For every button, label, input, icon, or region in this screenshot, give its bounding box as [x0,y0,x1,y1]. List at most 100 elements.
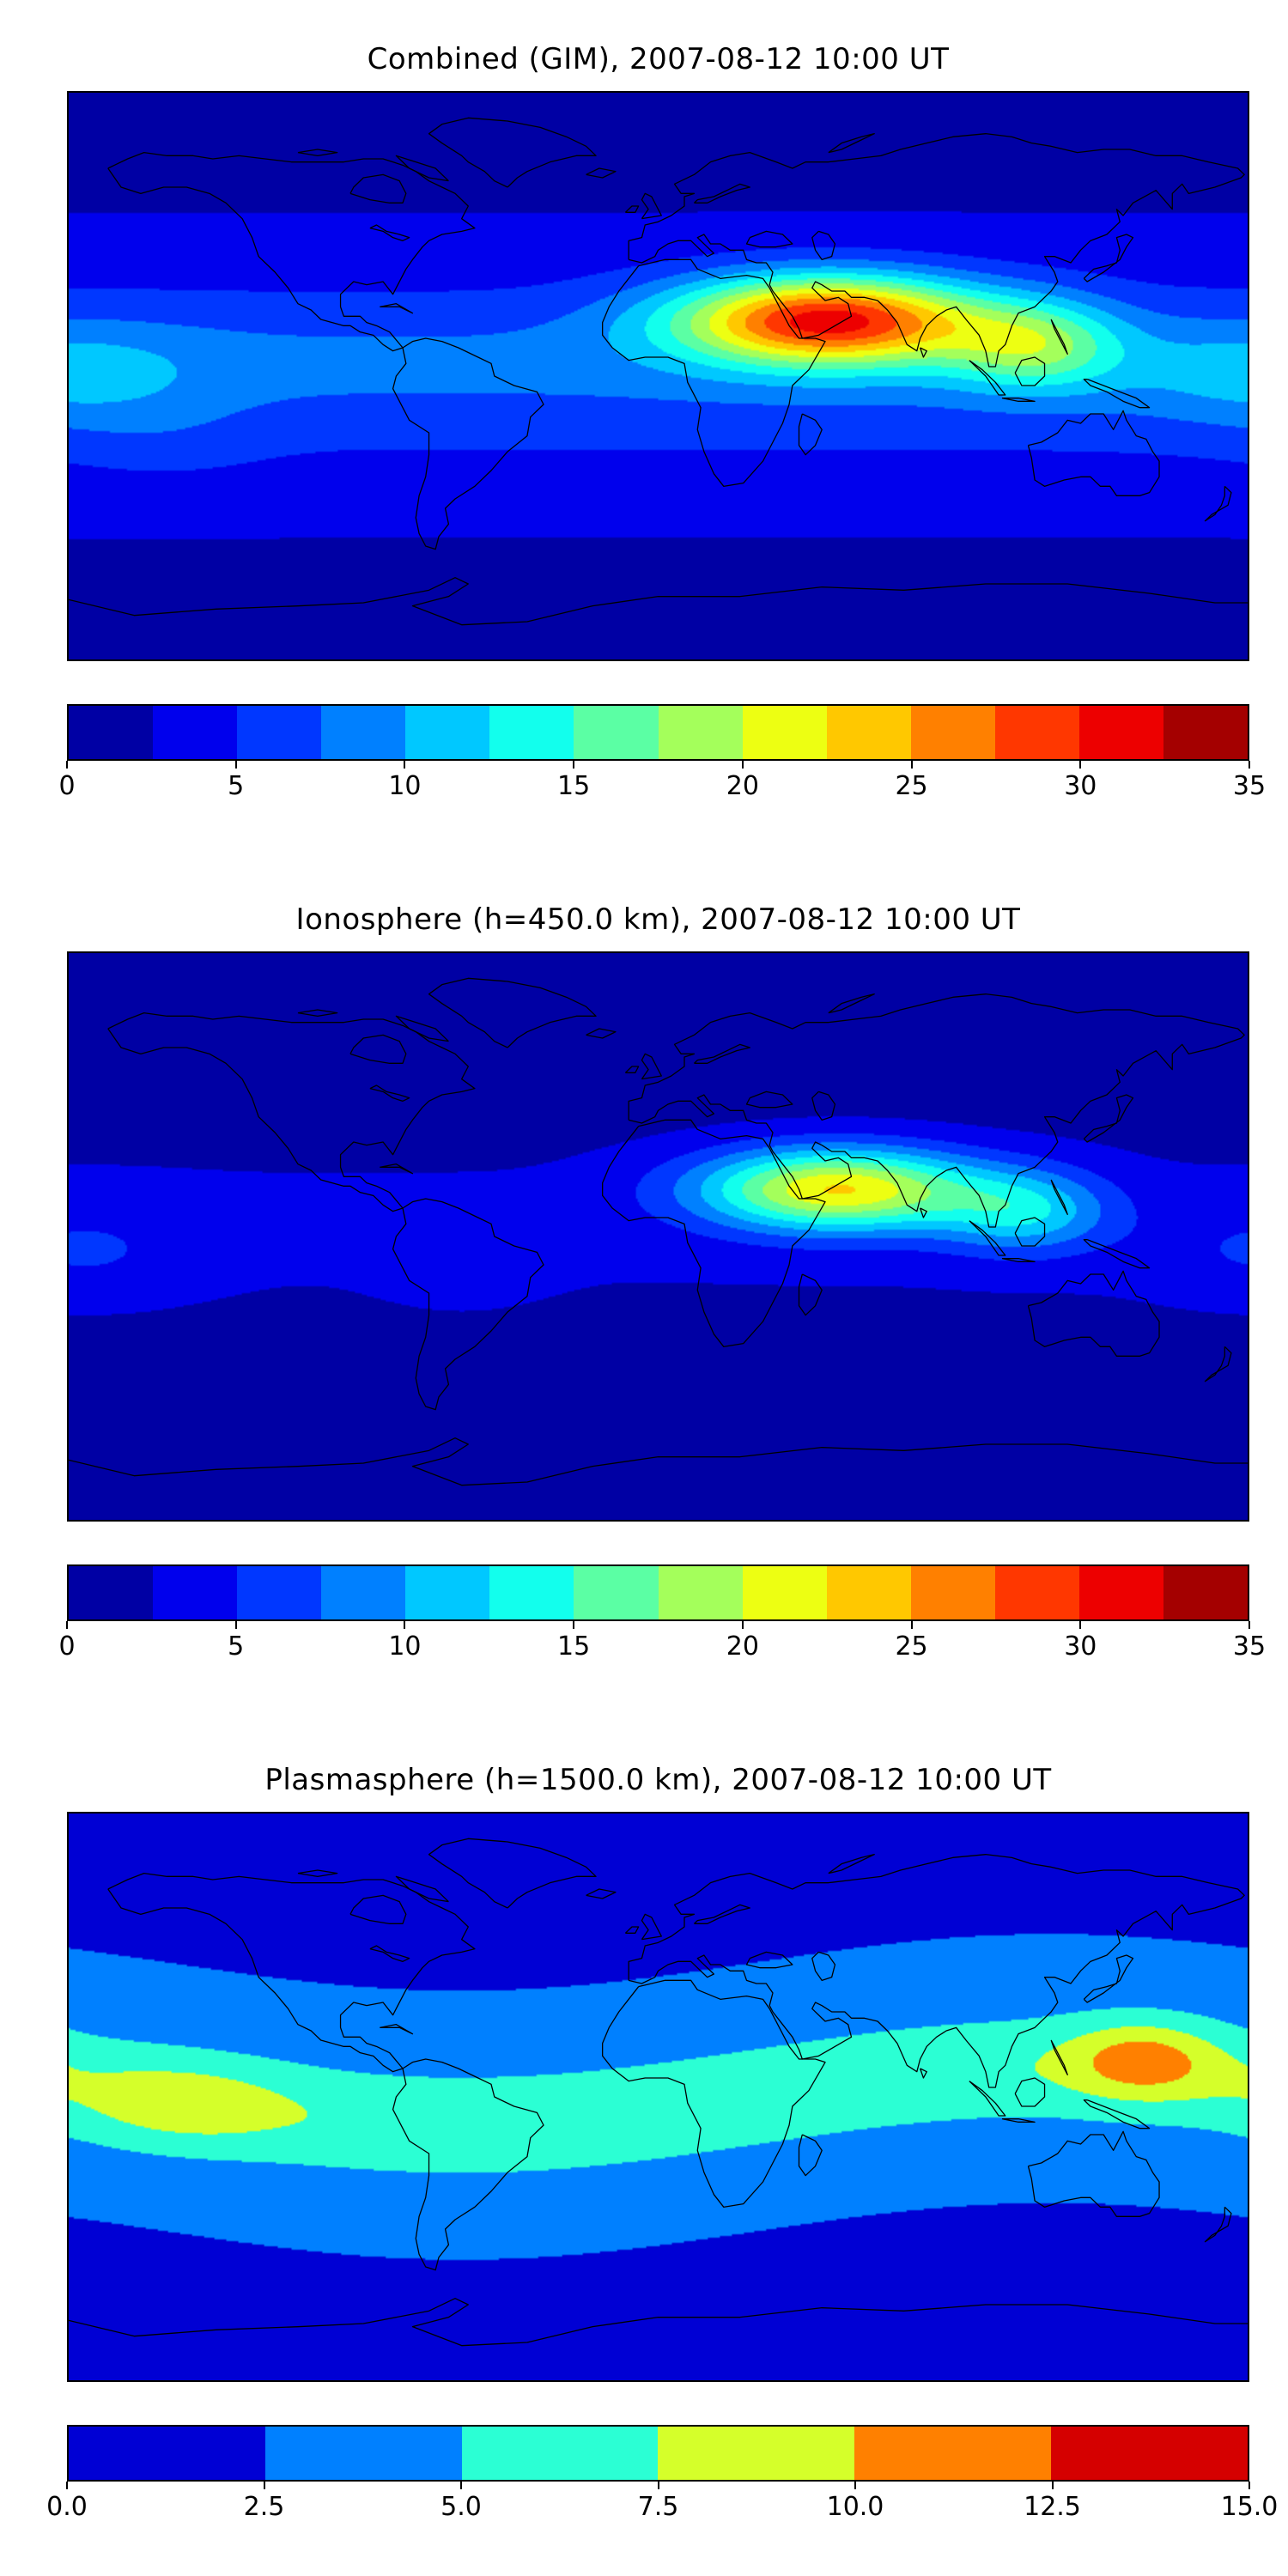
colorbar-tick-label: 0 [58,771,76,801]
tec-contour-canvas [69,93,1248,659]
colorbar-segment [1078,1566,1164,1619]
coastline-path [1002,2119,1035,2123]
coastline-path [350,174,406,203]
colorbar-tick-label: 35 [1232,771,1267,801]
colorbar-tick-mark [460,2482,462,2489]
colorbar-segment [910,1566,995,1619]
colorbar-segment [153,1566,238,1619]
colorbar-tick-mark [234,761,237,769]
coastline-path [1015,2078,1044,2106]
coastline-path [429,978,597,1048]
coastline-path [380,1164,412,1174]
colorbar-segment [321,706,406,759]
coastline-path [393,1199,544,1410]
colorbar-tick-label: 0 [58,1631,76,1662]
coastline-path [586,168,616,178]
coastline-path [393,2059,544,2270]
colorbar-segment [1078,706,1164,759]
coastline-path [108,1874,475,2072]
colorbar-ticks: 0 5 10 15 20 25 30 35 [58,761,1266,805]
colorbar-segment [1163,706,1249,759]
colorbar-tick-mark [741,1621,744,1629]
colorbar-segment [574,706,659,759]
colorbar-segment [69,2427,265,2480]
colorbar-segment [321,1566,406,1619]
coastline-path [641,1914,661,1939]
coastline-path [350,1895,406,1923]
colorbar-segment [658,706,743,759]
colorbar-segment [69,706,154,759]
coastline-path [370,1085,410,1101]
colorbar-tick-label: 12.5 [1024,2492,1081,2522]
colorbar-segment [264,2427,462,2480]
colorbar-tick-label: 5 [228,771,245,801]
coastline-path [799,1274,822,1315]
coastline-path [298,149,337,155]
colorbar-tick-label: 0.0 [46,2492,88,2522]
colorbar-tick-mark [1079,1621,1082,1629]
colorbar-tick-label: 20 [726,1631,759,1662]
coastline-path [370,225,410,240]
coastline-path [969,2081,1005,2116]
coastline-path [603,1980,825,2207]
coastline-path [396,155,448,180]
coastline-path [1084,2100,1149,2129]
colorbar-tick-mark [573,761,575,769]
coastline-path [396,1876,448,1901]
colorbar-tick-mark [1051,2482,1054,2489]
colorbar-segment [489,1566,574,1619]
colorbar-segment [574,1566,659,1619]
tec-contour-canvas [69,1814,1248,2380]
colorbar-ticks: 0.0 2.5 5.0 7.5 10.0 12.5 15.0 [46,2482,1278,2526]
coastline-path [920,348,927,357]
coastline-path [350,1035,406,1063]
world-map-plasmasphere [67,1812,1249,2382]
colorbar-segment [910,706,995,759]
coastline-path [1205,486,1231,520]
coastline-path [799,2135,822,2176]
colorbar-segment [826,1566,911,1619]
coastline-path [920,1208,927,1218]
coastline-path [108,153,475,351]
colorbar-tick-mark [657,2482,659,2489]
coastline-path [829,1855,874,1874]
coastline-path [1205,1346,1231,1381]
colorbar-tick-mark [573,1621,575,1629]
coastline-path [812,1952,835,1980]
coastline-path [746,1952,792,1967]
coastline-path [1015,1218,1044,1246]
colorbar-tick-mark [910,1621,913,1629]
coastline-path [969,1221,1005,1255]
coastline-path [1084,380,1149,408]
colorbar-tick-label: 5.0 [440,2492,482,2522]
coastline-path [1084,1955,1133,2002]
colorbar-segment [826,706,911,759]
colorbar-tick-label: 10 [388,771,422,801]
colorbar-tick-mark [66,761,68,769]
coastline-path [1051,319,1067,354]
colorbar-segment [994,1566,1079,1619]
panel-title: Combined (GIM), 2007-08-12 10:00 UT [367,42,950,76]
colorbar-tick-label: 15 [557,771,591,801]
panel-ionosphere: Ionosphere (h=450.0 km), 2007-08-12 10:0… [58,805,1266,1666]
coastline-path [1028,1271,1159,1356]
coastline-path [586,1029,616,1038]
coastline-path [1002,1259,1035,1262]
colorbar-tick-label: 7.5 [637,2492,679,2522]
colorbar-tick-label: 2.5 [243,2492,285,2522]
panel-combined-gim: Combined (GIM), 2007-08-12 10:00 UT 0 5 10… [58,0,1266,805]
coastline-path [812,231,835,259]
coastline-path [370,1946,410,1961]
colorbar-segment [854,2427,1052,2480]
colorbar-segment [461,2427,659,2480]
colorbar-tick-label: 10.0 [826,2492,884,2522]
colorbar-tick-label: 30 [1064,1631,1097,1662]
colorbar-segment [742,706,827,759]
coastline-path [625,206,638,212]
colorbar-segment [405,706,490,759]
coastline-path [812,1091,835,1120]
colorbar-segment [1051,2427,1248,2480]
coastline-path [108,1013,475,1212]
panel-plasmasphere: Plasmasphere (h=1500.0 km), 2007-08-12 1… [46,1666,1278,2526]
coastline-path [1051,2040,1067,2075]
